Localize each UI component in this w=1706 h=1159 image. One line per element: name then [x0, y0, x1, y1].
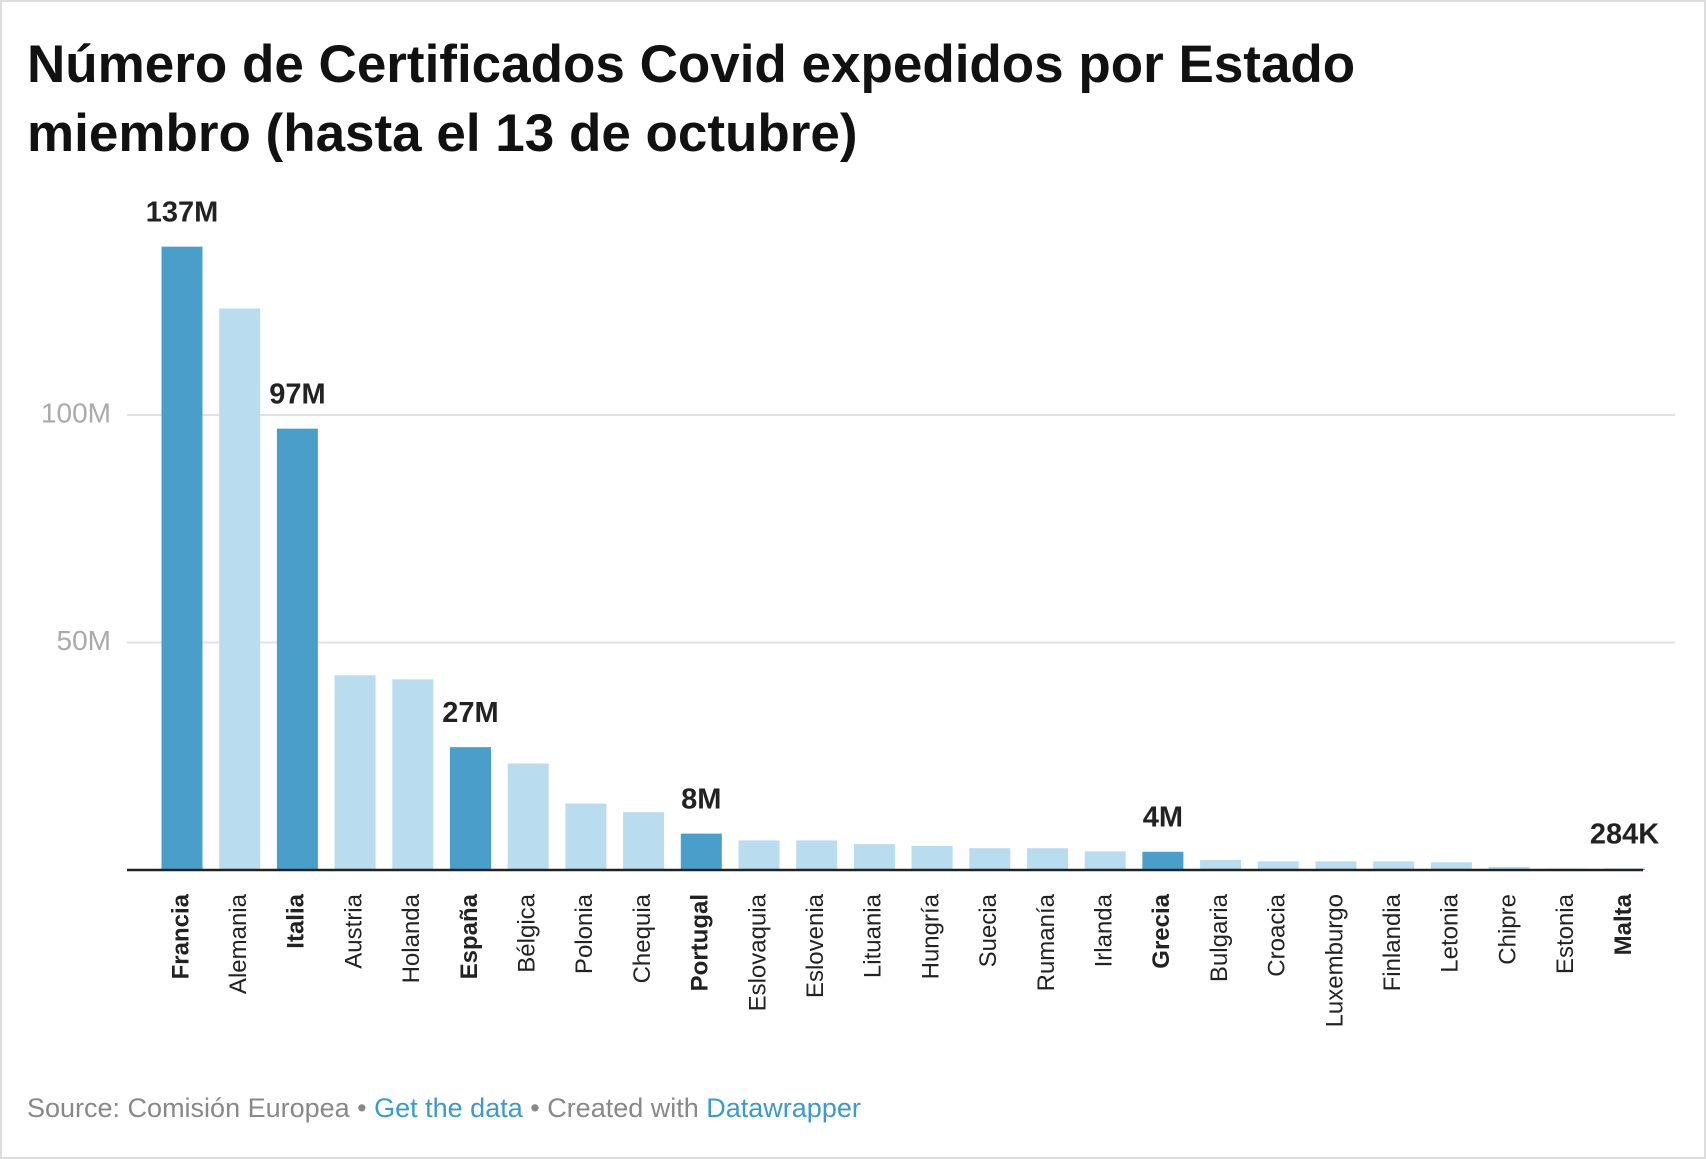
data-link[interactable]: Get the data — [374, 1093, 524, 1123]
bar — [276, 428, 318, 870]
x-tick-label: Estonia — [1552, 893, 1579, 974]
bar — [853, 844, 895, 870]
x-tick-label: Irlanda — [1091, 893, 1118, 967]
x-tick-label: Portugal — [687, 894, 714, 991]
x-tick-label: Chequia — [629, 893, 656, 983]
bar — [1373, 861, 1415, 870]
x-tick-label: Bulgaria — [1206, 893, 1233, 982]
bar — [1257, 861, 1299, 870]
bar — [1315, 861, 1357, 870]
bar — [623, 812, 665, 870]
bar — [1027, 848, 1068, 870]
bar — [738, 840, 780, 870]
bar — [1142, 851, 1184, 870]
x-tick-label: Austria — [340, 893, 367, 968]
x-tick-label: Finlandia — [1379, 893, 1406, 991]
x-tick-label: Polonia — [571, 893, 598, 974]
bar — [219, 308, 261, 870]
x-tick-label: Luxemburgo — [1321, 894, 1348, 1027]
created-with: • Created with — [523, 1093, 707, 1123]
x-tick-label: Suecia — [975, 893, 1002, 967]
x-tick-label: Bélgica — [514, 893, 541, 972]
bar — [911, 845, 953, 870]
bar — [507, 763, 549, 870]
source: Source: Comisión Europea • — [27, 1093, 374, 1123]
bar — [392, 679, 434, 870]
x-tick-label: Italia — [283, 893, 310, 948]
value-label: 97M — [269, 378, 325, 410]
bar — [565, 803, 607, 870]
bar — [680, 833, 722, 870]
x-tick-label: Grecia — [1148, 893, 1175, 968]
bar — [450, 747, 491, 870]
x-tick-label: Croacia — [1264, 893, 1291, 976]
bar — [1430, 862, 1472, 870]
x-tick-label: Chipre — [1494, 894, 1521, 965]
bar — [1084, 851, 1126, 870]
bar — [969, 848, 1011, 870]
bar — [1488, 866, 1530, 870]
x-tick-label: Alemania — [225, 893, 252, 994]
y-tick-label: 50M — [57, 625, 111, 656]
x-tick-label: Eslovenia — [802, 893, 829, 998]
x-tick-label: Holanda — [398, 893, 425, 983]
value-label: 4M — [1143, 801, 1183, 833]
tool-link[interactable]: Datawrapper — [706, 1093, 861, 1123]
x-tick-label: Francia — [167, 893, 194, 979]
value-label: 137M — [146, 196, 219, 228]
x-tick-label: Hungría — [917, 893, 944, 979]
bar — [334, 675, 376, 870]
x-tick-label: Malta — [1610, 893, 1637, 955]
value-label: 284K — [1590, 818, 1659, 850]
footer: Source: Comisión Europea • Get the data … — [27, 1093, 861, 1123]
x-tick-label: Rumanía — [1033, 893, 1060, 991]
x-tick-label: España — [456, 893, 483, 979]
bar — [796, 840, 838, 870]
x-tick-label: Lituania — [860, 893, 887, 978]
bar — [161, 246, 203, 870]
x-tick-label: Eslovaquia — [744, 893, 771, 1011]
bar — [1200, 859, 1242, 870]
value-label: 8M — [681, 783, 721, 815]
chart-title: Número de Certificados Covid expedidos p… — [27, 35, 1356, 163]
value-label: 27M — [442, 697, 498, 729]
y-tick-label: 100M — [41, 397, 111, 428]
x-tick-label: Letonia — [1437, 893, 1464, 972]
